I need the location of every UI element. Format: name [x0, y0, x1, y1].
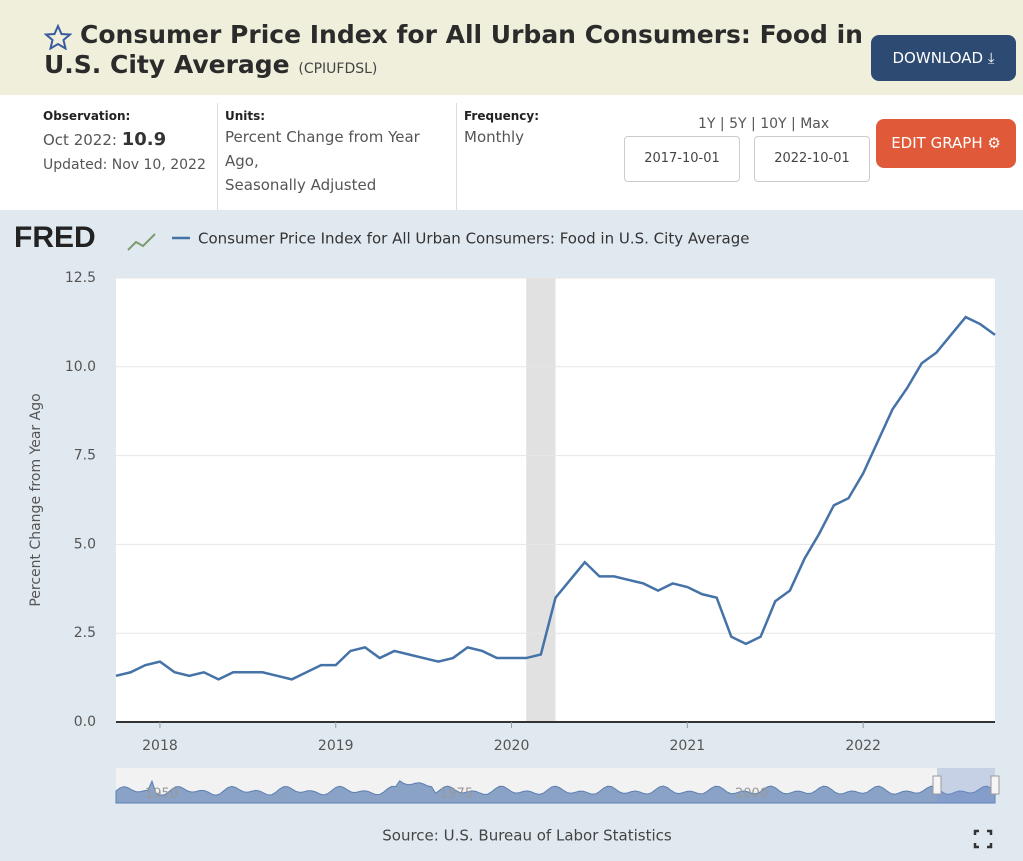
end-date[interactable]: 2022-10-01: [754, 136, 870, 182]
source: Source: U.S. Bureau of Labor Statistics: [382, 827, 672, 845]
y-tick-label: 12.5: [65, 270, 96, 286]
legend-label: Consumer Price Index for All Urban Consu…: [198, 230, 749, 248]
obs-value: 10.9: [121, 129, 167, 150]
navigator-window: [937, 768, 995, 803]
x-tick-label: 2022: [845, 738, 881, 754]
download-text: DOWNLOAD: [892, 49, 984, 67]
y-tick-label: 7.5: [74, 448, 96, 464]
y-tick-label: 10.0: [65, 359, 96, 375]
navigator-label: 1975: [440, 787, 473, 802]
shaded-period: [526, 278, 556, 722]
range-links: 1Y | 5Y | 10Y | Max: [698, 116, 830, 132]
info-panel: Observation: Oct 2022: 10.9 Updated: Nov…: [0, 95, 1023, 210]
download-button[interactable]: DOWNLOAD ⤓: [871, 35, 1016, 81]
label: Frequency:: [464, 109, 540, 123]
title-text: Consumer Price Index for All Urban Consu…: [44, 20, 863, 79]
label: Units:: [225, 109, 266, 123]
title: Consumer Price Index for All Urban Consu…: [44, 20, 864, 84]
y-axis-label: Percent Change from Year Ago: [28, 393, 44, 606]
header: Consumer Price Index for All Urban Consu…: [0, 0, 1023, 95]
x-tick-label: 2021: [670, 738, 706, 754]
edit-text: EDIT GRAPH: [891, 134, 983, 152]
range[interactable]: 1Y: [698, 116, 716, 132]
range[interactable]: Max: [800, 116, 830, 132]
star-icon[interactable]: [44, 24, 72, 50]
units: Ago,: [225, 152, 259, 170]
obs-date: Oct 2022:: [43, 131, 117, 149]
x-tick-label: 2020: [494, 738, 530, 754]
navigator-handle[interactable]: [990, 775, 1000, 795]
navigator-label: 2000: [735, 787, 768, 802]
frequency: Monthly: [464, 128, 525, 146]
updated: Updated: Nov 10, 2022: [43, 157, 206, 173]
range[interactable]: 5Y: [729, 116, 747, 132]
label: Observation:: [43, 109, 131, 123]
x-tick-label: 2018: [142, 738, 178, 754]
range[interactable]: 10Y: [760, 116, 787, 132]
y-tick-label: 5.0: [74, 536, 96, 552]
units: Percent Change from Year: [225, 128, 420, 146]
units: Seasonally Adjusted: [225, 176, 377, 194]
navigator-area: [115, 779, 996, 804]
y-tick-label: 2.5: [74, 625, 96, 641]
edit-graph-button[interactable]: EDIT GRAPH ⚙: [876, 119, 1016, 168]
navigator-label: 1950: [145, 787, 178, 802]
brand: FRED: [14, 221, 96, 254]
start-date[interactable]: 2017-10-01: [624, 136, 740, 182]
navigator-handle[interactable]: [932, 775, 942, 795]
chart: FRED Percent Change from Year Ago Source…: [0, 210, 1023, 861]
series-line: [115, 315, 996, 681]
fullscreen-icon[interactable]: [973, 829, 993, 849]
x-tick-label: 2019: [318, 738, 354, 754]
series-id: (CPIUFDSL): [298, 61, 378, 77]
y-tick-label: 0.0: [74, 714, 96, 730]
